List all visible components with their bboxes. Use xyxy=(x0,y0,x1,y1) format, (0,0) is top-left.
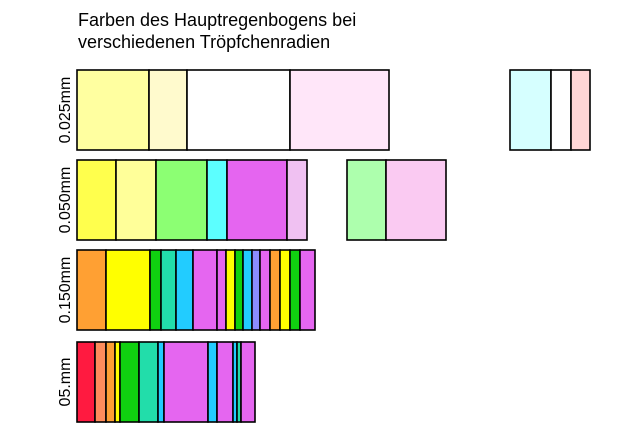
color-segment xyxy=(76,249,107,331)
color-segment xyxy=(76,159,117,241)
color-segment xyxy=(216,249,227,331)
color-segment xyxy=(207,341,218,423)
strip-row-3: 0.150mm xyxy=(57,249,316,331)
color-segment xyxy=(346,159,387,241)
color-segment xyxy=(259,249,271,331)
color-segment xyxy=(175,249,194,331)
color-segment xyxy=(289,249,301,331)
color-segment xyxy=(76,69,150,151)
color-segment xyxy=(289,69,390,151)
color-segment xyxy=(206,159,228,241)
color-segment xyxy=(385,159,447,241)
color-segment xyxy=(192,249,218,331)
color-segment xyxy=(94,341,107,423)
color-segment xyxy=(105,249,151,331)
row-label: 0.150mm xyxy=(57,257,74,324)
color-segment xyxy=(251,249,261,331)
color-segment xyxy=(155,159,208,241)
color-segment xyxy=(148,69,188,151)
color-segment xyxy=(286,159,308,241)
color-segment xyxy=(269,249,281,331)
color-segment xyxy=(216,341,234,423)
color-segment xyxy=(138,341,159,423)
strip-row-1: 0.025mm xyxy=(57,69,591,151)
color-segment xyxy=(279,249,291,331)
row-label: 0.050mm xyxy=(57,167,74,234)
color-segment xyxy=(509,69,552,151)
color-segment xyxy=(115,159,157,241)
color-segment xyxy=(225,249,236,331)
color-segment xyxy=(234,249,244,331)
title-line-2: verschiedenen Tröpfchenradien xyxy=(78,32,331,52)
color-segment xyxy=(240,341,256,423)
diagram-title: Farben des Hauptregenbogens bei verschie… xyxy=(78,9,498,53)
color-segment xyxy=(226,159,288,241)
color-segment xyxy=(160,249,177,331)
strip-row-2: 0.050mm xyxy=(57,159,447,241)
color-segment xyxy=(163,341,209,423)
row-label: 05.mm xyxy=(57,358,74,407)
color-segment xyxy=(119,341,140,423)
color-segment xyxy=(299,249,316,331)
color-segment xyxy=(242,249,253,331)
color-segment xyxy=(186,69,291,151)
color-segment xyxy=(570,69,591,151)
color-segment xyxy=(105,341,116,423)
color-segment xyxy=(550,69,572,151)
strip-row-4: 05.mm xyxy=(57,341,256,423)
row-label: 0.025mm xyxy=(57,77,74,144)
color-segment xyxy=(149,249,162,331)
color-segment xyxy=(157,341,165,423)
title-line-1: Farben des Hauptregenbogens bei xyxy=(78,10,357,30)
color-segment xyxy=(76,341,96,423)
